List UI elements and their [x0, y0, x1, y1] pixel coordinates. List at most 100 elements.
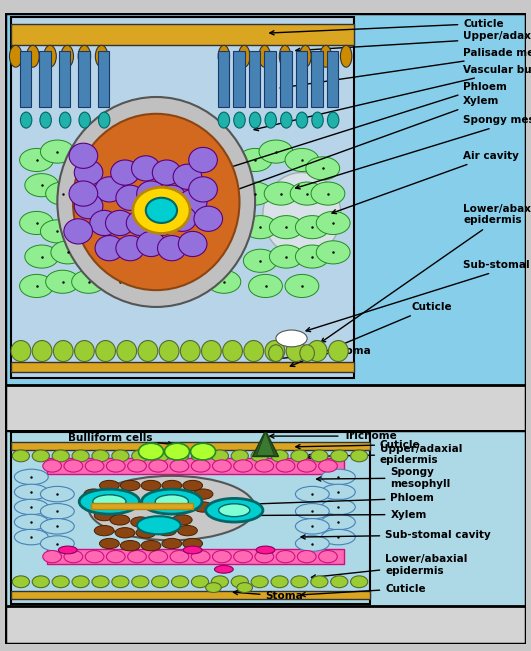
- Circle shape: [256, 546, 275, 554]
- Ellipse shape: [251, 576, 268, 588]
- Bar: [98, 51, 109, 107]
- Ellipse shape: [234, 112, 245, 128]
- Ellipse shape: [14, 529, 48, 545]
- Ellipse shape: [212, 460, 231, 472]
- Ellipse shape: [162, 480, 182, 491]
- Ellipse shape: [32, 450, 49, 462]
- Ellipse shape: [279, 46, 291, 67]
- Bar: [20, 51, 31, 107]
- Ellipse shape: [158, 236, 186, 261]
- Ellipse shape: [152, 450, 169, 462]
- Text: Xylem: Xylem: [234, 510, 427, 519]
- Text: Phloem: Phloem: [234, 493, 434, 506]
- Ellipse shape: [74, 340, 95, 361]
- Ellipse shape: [158, 185, 186, 210]
- Ellipse shape: [250, 112, 261, 128]
- Ellipse shape: [299, 46, 311, 67]
- Ellipse shape: [147, 210, 176, 236]
- Ellipse shape: [46, 270, 80, 294]
- Ellipse shape: [73, 114, 239, 290]
- Ellipse shape: [211, 576, 228, 588]
- Ellipse shape: [265, 340, 285, 361]
- Ellipse shape: [291, 576, 308, 588]
- Ellipse shape: [85, 460, 104, 472]
- Ellipse shape: [134, 270, 168, 294]
- Ellipse shape: [98, 112, 110, 128]
- Ellipse shape: [126, 210, 155, 236]
- Ellipse shape: [311, 182, 345, 205]
- Text: Phloem: Phloem: [218, 81, 507, 172]
- Ellipse shape: [106, 551, 125, 562]
- Ellipse shape: [10, 46, 22, 67]
- Ellipse shape: [170, 460, 189, 472]
- Ellipse shape: [231, 576, 249, 588]
- Ellipse shape: [44, 46, 56, 67]
- Ellipse shape: [64, 551, 83, 562]
- Ellipse shape: [271, 450, 288, 462]
- Ellipse shape: [181, 340, 200, 361]
- Ellipse shape: [193, 502, 213, 512]
- Ellipse shape: [64, 460, 83, 472]
- Ellipse shape: [43, 551, 62, 562]
- Bar: [249, 51, 260, 107]
- Ellipse shape: [306, 157, 340, 180]
- Ellipse shape: [311, 450, 328, 462]
- Ellipse shape: [99, 480, 119, 491]
- Ellipse shape: [20, 275, 54, 298]
- Ellipse shape: [238, 148, 272, 171]
- Text: Upper/adaxial epidermis: Upper/adaxial epidermis: [296, 31, 531, 52]
- Circle shape: [137, 516, 181, 534]
- Ellipse shape: [295, 504, 329, 519]
- Ellipse shape: [40, 536, 74, 551]
- Ellipse shape: [321, 469, 355, 484]
- Text: Trichome: Trichome: [270, 431, 397, 441]
- Circle shape: [183, 546, 202, 554]
- Ellipse shape: [141, 480, 161, 491]
- Bar: [264, 51, 276, 107]
- Ellipse shape: [40, 140, 74, 163]
- Ellipse shape: [297, 551, 316, 562]
- Circle shape: [133, 187, 190, 234]
- Ellipse shape: [127, 551, 147, 562]
- Bar: [39, 51, 51, 107]
- Ellipse shape: [95, 510, 114, 521]
- Text: Bulliform cells: Bulliform cells: [68, 434, 173, 446]
- Ellipse shape: [296, 112, 307, 128]
- Ellipse shape: [271, 576, 288, 588]
- Ellipse shape: [25, 174, 58, 197]
- Ellipse shape: [168, 206, 196, 231]
- Ellipse shape: [243, 215, 277, 239]
- Ellipse shape: [92, 450, 109, 462]
- Circle shape: [155, 495, 189, 508]
- Ellipse shape: [295, 536, 329, 551]
- Ellipse shape: [112, 450, 129, 462]
- Ellipse shape: [340, 46, 352, 67]
- Bar: [296, 51, 307, 107]
- Text: Air cavity: Air cavity: [332, 151, 519, 214]
- Ellipse shape: [96, 340, 115, 361]
- Text: Vascular bundle: Vascular bundle: [254, 64, 531, 131]
- Ellipse shape: [115, 527, 135, 538]
- Ellipse shape: [178, 189, 207, 215]
- Ellipse shape: [131, 517, 150, 527]
- Ellipse shape: [320, 46, 331, 67]
- Ellipse shape: [116, 185, 144, 210]
- Bar: [280, 51, 292, 107]
- Ellipse shape: [194, 206, 222, 231]
- Ellipse shape: [136, 231, 165, 256]
- Ellipse shape: [112, 576, 129, 588]
- Bar: [47, 549, 344, 564]
- Circle shape: [58, 546, 77, 554]
- Ellipse shape: [177, 525, 198, 536]
- Ellipse shape: [231, 450, 249, 462]
- Ellipse shape: [316, 212, 350, 234]
- Ellipse shape: [286, 340, 306, 361]
- Ellipse shape: [72, 576, 89, 588]
- Ellipse shape: [14, 469, 48, 484]
- Ellipse shape: [136, 181, 165, 206]
- Ellipse shape: [74, 160, 103, 185]
- Ellipse shape: [40, 486, 74, 502]
- Ellipse shape: [46, 182, 80, 205]
- Ellipse shape: [191, 443, 216, 460]
- Ellipse shape: [321, 514, 355, 530]
